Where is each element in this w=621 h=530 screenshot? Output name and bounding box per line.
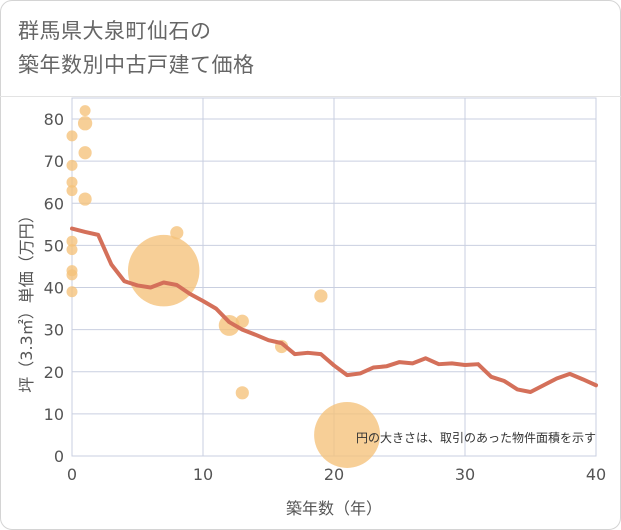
y-tick-label: 10: [44, 405, 64, 424]
bubble-point: [218, 314, 240, 336]
x-axis-label: 築年数（年）: [286, 499, 382, 518]
bubble-point: [235, 386, 249, 400]
bubble-point: [79, 105, 91, 117]
bubble-point: [66, 130, 78, 142]
y-tick-label: 20: [44, 363, 64, 382]
title-line-2: 築年数別中古戸建て価格: [18, 53, 255, 77]
y-tick-label: 50: [44, 236, 64, 255]
title-divider: [0, 96, 621, 97]
y-tick-label: 0: [54, 447, 64, 466]
y-tick-label: 70: [44, 152, 64, 171]
tick-labels: 0 10 20 30 40 0 10 20 30 40 50 60 70 80: [44, 110, 607, 484]
bubble-point: [127, 234, 200, 307]
bubble-point: [78, 192, 92, 206]
x-tick-label: 0: [67, 465, 77, 484]
bubble-point: [66, 185, 78, 197]
x-tick-label: 20: [324, 465, 344, 484]
size-note: 円の大きさは、取引のあった物件面積を示す: [356, 430, 596, 445]
y-tick-label: 30: [44, 321, 64, 340]
bubble-point: [314, 289, 328, 303]
bubble-point: [66, 244, 78, 256]
grid-lines: [71, 98, 597, 457]
bubble-point: [66, 159, 78, 171]
bubble-point: [66, 235, 78, 247]
y-axis-label: 坪（3.3㎡）単価（万円）: [17, 207, 36, 392]
average-price-line: [70, 226, 598, 394]
bubble-point: [66, 176, 78, 188]
x-tick-label: 30: [455, 465, 475, 484]
y-tick-label: 60: [44, 194, 64, 213]
x-tick-label: 40: [586, 465, 606, 484]
title-line-1: 群馬県大泉町仙石の: [18, 19, 212, 43]
bubble-point: [66, 286, 78, 298]
average-line-layer: [70, 226, 598, 394]
bubble-point: [66, 269, 78, 281]
x-tick-label: 10: [193, 465, 213, 484]
bubble-point: [78, 146, 92, 160]
bubble-point: [77, 116, 93, 131]
bubble-point: [235, 314, 249, 328]
y-tick-label: 80: [44, 110, 64, 129]
bubble-point: [170, 226, 184, 240]
y-tick-label: 40: [44, 279, 64, 298]
chart-title: 群馬県大泉町仙石の 築年数別中古戸建て価格: [18, 14, 255, 82]
bubble-point: [314, 401, 381, 468]
